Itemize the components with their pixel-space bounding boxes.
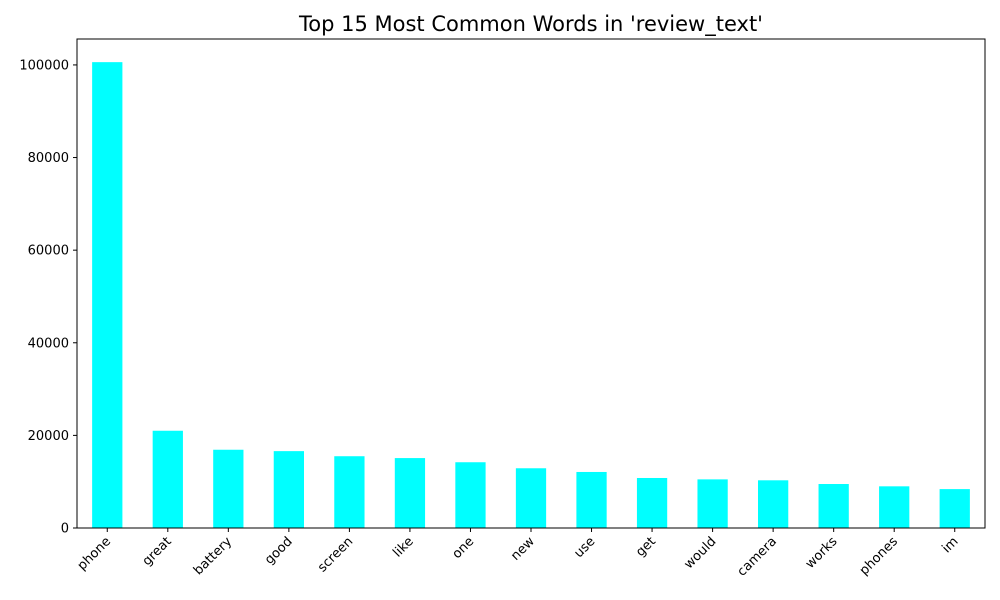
chart-title: Top 15 Most Common Words in 'review_text… — [298, 12, 763, 37]
bar-one — [455, 462, 486, 528]
y-axis: 0 20000 40000 60000 80000 100000 — [19, 58, 77, 537]
x-tick-label: im — [939, 534, 961, 556]
y-tick-label: 80000 — [28, 151, 69, 166]
bar-get — [636, 477, 668, 528]
bar-camera — [758, 480, 789, 528]
x-tick-label: screen — [315, 534, 356, 575]
bar-like — [394, 458, 426, 528]
x-tick-label: good — [262, 534, 296, 568]
bars-group — [92, 62, 970, 528]
x-tick-label: like — [390, 534, 416, 560]
y-tick-label: 60000 — [28, 244, 69, 259]
bar-phone — [92, 62, 123, 528]
x-tick-label: one — [450, 534, 478, 562]
bar-im — [939, 489, 970, 528]
x-tick-label: battery — [191, 534, 235, 578]
x-tick-label: works — [803, 534, 841, 572]
x-axis: phone great battery good screen like one new use… — [75, 528, 962, 580]
bar-would — [697, 479, 728, 528]
x-tick-label: get — [633, 534, 659, 560]
x-tick-label: phone — [75, 534, 114, 573]
bar-phones — [879, 486, 910, 528]
bar-new — [515, 468, 547, 528]
y-tick-label: 0 — [61, 522, 69, 537]
x-tick-label: new — [508, 534, 538, 564]
bar-good — [273, 451, 304, 528]
y-tick-label: 100000 — [19, 58, 69, 73]
x-tick-label: camera — [735, 534, 780, 579]
plot-frame — [76, 38, 986, 529]
y-tick-label: 20000 — [28, 429, 69, 444]
bar-battery — [213, 449, 244, 528]
x-tick-label: use — [571, 534, 598, 561]
bar-great — [152, 430, 183, 528]
bar-screen — [334, 456, 365, 528]
x-tick-label: phones — [857, 534, 901, 578]
y-tick-label: 40000 — [28, 336, 69, 351]
bar-use — [576, 471, 607, 528]
bar-works — [818, 484, 849, 528]
x-tick-label: would — [681, 534, 719, 572]
x-tick-label: great — [140, 534, 175, 569]
